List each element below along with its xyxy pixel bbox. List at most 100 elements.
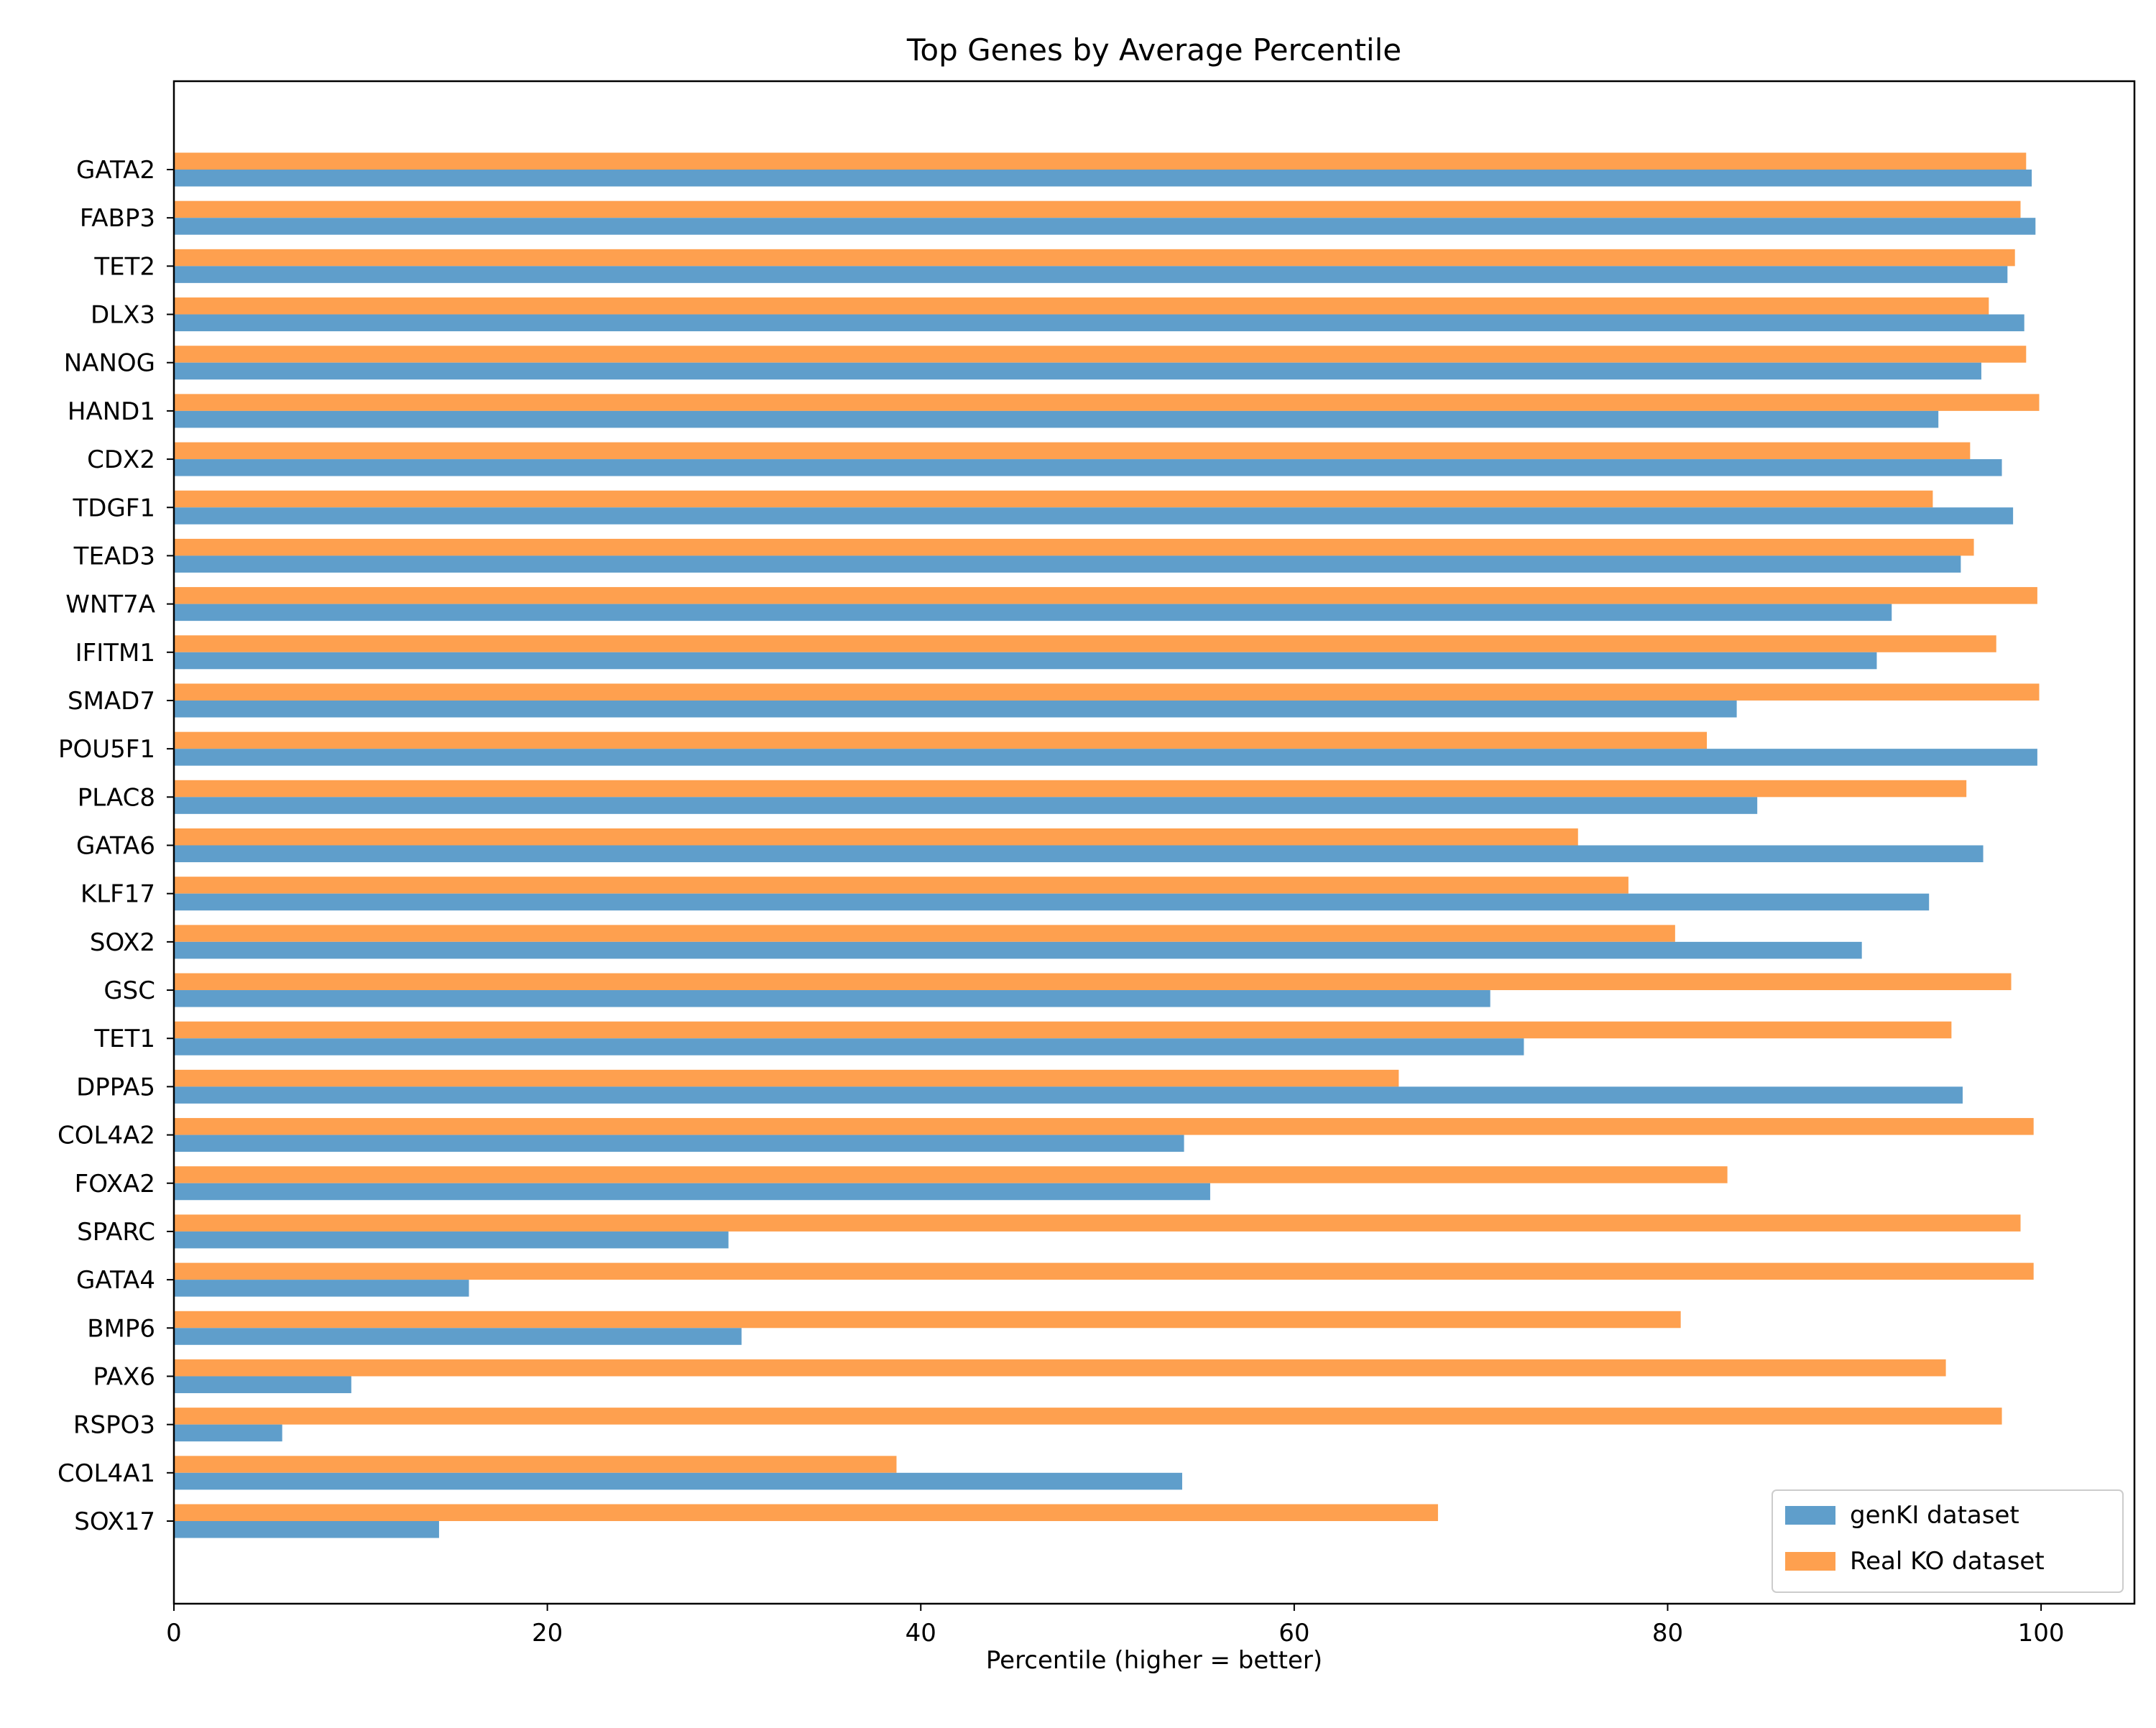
- bar-genki-foxa2: [174, 1183, 1210, 1201]
- bar-genki-rspo3: [174, 1424, 282, 1442]
- y-tick-label: PLAC8: [78, 783, 155, 812]
- y-tick-label: HAND1: [68, 397, 155, 426]
- y-tick-label: TET2: [93, 252, 155, 281]
- y-tick-label: SMAD7: [68, 687, 155, 716]
- y-tick-label: BMP6: [87, 1314, 155, 1343]
- y-tick-label: SOX2: [90, 928, 155, 957]
- bar-real-ko-pax6: [174, 1359, 1946, 1377]
- bar-genki-smad7: [174, 700, 1737, 718]
- x-tick-label: 40: [906, 1619, 936, 1648]
- x-tick-label: 80: [1652, 1619, 1683, 1648]
- bar-real-ko-sox2: [174, 925, 1675, 942]
- bar-real-ko-gata4: [174, 1262, 2034, 1280]
- bar-genki-plac8: [174, 797, 1758, 814]
- bar-real-ko-col4a2: [174, 1118, 2034, 1135]
- bar-real-ko-bmp6: [174, 1311, 1681, 1329]
- x-axis-label: Percentile (higher = better): [986, 1646, 1322, 1675]
- y-tick-label: POU5F1: [58, 735, 155, 764]
- bar-genki-hand1: [174, 410, 1939, 428]
- y-tick-label: COL4A2: [57, 1122, 155, 1150]
- bar-genki-pou5f1: [174, 749, 2037, 766]
- bar-genki-sox17: [174, 1521, 439, 1538]
- bar-genki-dppa5: [174, 1086, 1963, 1104]
- legend-label-genki: genKI dataset: [1850, 1501, 2019, 1530]
- bar-real-ko-foxa2: [174, 1166, 1728, 1183]
- y-tick-label: SOX17: [74, 1507, 155, 1536]
- y-tick-label: TDGF1: [73, 494, 155, 522]
- bar-real-ko-hand1: [174, 394, 2040, 411]
- bar-genki-cdx2: [174, 459, 2002, 476]
- y-tick-label: WNT7A: [65, 591, 155, 619]
- y-tick-label: CDX2: [87, 445, 155, 474]
- bar-real-ko-dlx3: [174, 297, 1989, 315]
- y-tick-label: IFITM1: [75, 639, 155, 667]
- y-tick-label: KLF17: [80, 880, 155, 909]
- legend-label-real-ko: Real KO dataset: [1850, 1547, 2045, 1576]
- y-tick-label: NANOG: [64, 349, 155, 378]
- y-tick-label: DLX3: [91, 301, 155, 330]
- x-tick-label: 100: [2018, 1619, 2065, 1648]
- bar-real-ko-pou5f1: [174, 731, 1708, 749]
- bar-genki-gata6: [174, 845, 1984, 863]
- bar-real-ko-col4a1: [174, 1456, 897, 1473]
- y-tick-label: PAX6: [93, 1362, 155, 1391]
- bar-real-ko-wnt7a: [174, 587, 2037, 604]
- y-tick-label: FOXA2: [75, 1170, 155, 1198]
- y-tick-label: GSC: [103, 976, 155, 1005]
- legend-swatch-genki: [1785, 1506, 1835, 1525]
- bar-genki-ifitm1: [174, 652, 1877, 670]
- bar-genki-tet1: [174, 1038, 1524, 1055]
- bar-genki-sox2: [174, 941, 1862, 959]
- x-tick-label: 60: [1279, 1619, 1309, 1648]
- bar-real-ko-ifitm1: [174, 635, 1996, 652]
- y-tick-label: GATA4: [76, 1266, 155, 1295]
- bar-genki-col4a2: [174, 1135, 1184, 1152]
- bar-genki-tead3: [174, 555, 1961, 573]
- bar-genki-gata2: [174, 170, 2032, 187]
- bar-real-ko-plac8: [174, 780, 1967, 798]
- bar-genki-nanog: [174, 362, 1981, 380]
- bar-real-ko-gata6: [174, 828, 1578, 846]
- bar-real-ko-smad7: [174, 683, 2040, 701]
- bar-genki-gsc: [174, 990, 1491, 1007]
- chart-title: Top Genes by Average Percentile: [906, 32, 1401, 68]
- y-tick-label: TET1: [93, 1025, 155, 1053]
- y-tick-label: RSPO3: [73, 1411, 155, 1440]
- bar-genki-sparc: [174, 1231, 729, 1249]
- y-tick-label: SPARC: [77, 1218, 155, 1247]
- y-tick-label: FABP3: [80, 204, 155, 233]
- legend: genKI dataset Real KO dataset: [1772, 1489, 2124, 1593]
- legend-box: [1772, 1489, 2124, 1593]
- plot-frame: [172, 80, 2136, 1605]
- bar-real-ko-tet2: [174, 249, 2015, 267]
- bar-real-ko-klf17: [174, 877, 1628, 894]
- bar-genki-pax6: [174, 1376, 351, 1393]
- bar-real-ko-dppa5: [174, 1069, 1399, 1087]
- bar-real-ko-gata2: [174, 152, 2027, 170]
- bar-genki-tet2: [174, 266, 2008, 283]
- bar-real-ko-tet1: [174, 1021, 1952, 1039]
- y-tick-label: COL4A1: [57, 1459, 155, 1488]
- bar-genki-klf17: [174, 893, 1930, 911]
- y-tick-label: GATA2: [76, 156, 155, 185]
- bar-genki-wnt7a: [174, 604, 1892, 622]
- bar-real-ko-rspo3: [174, 1408, 2002, 1425]
- y-tick-label: TEAD3: [73, 542, 155, 570]
- y-tick-label: GATA6: [76, 832, 155, 861]
- bar-real-ko-sox17: [174, 1504, 1438, 1521]
- x-tick-label: 20: [532, 1619, 563, 1648]
- bar-genki-dlx3: [174, 314, 2024, 332]
- bar-real-ko-tdgf1: [174, 490, 1933, 508]
- bar-genki-tdgf1: [174, 507, 2014, 525]
- legend-swatch-real-ko: [1785, 1552, 1835, 1571]
- bar-genki-gata4: [174, 1280, 469, 1297]
- bar-real-ko-cdx2: [174, 442, 1971, 460]
- bar-real-ko-tead3: [174, 538, 1974, 556]
- bar-real-ko-fabp3: [174, 200, 2021, 218]
- bar-genki-fabp3: [174, 218, 2036, 235]
- bar-real-ko-gsc: [174, 973, 2012, 991]
- bar-genki-bmp6: [174, 1328, 742, 1345]
- bar-real-ko-sparc: [174, 1214, 2021, 1232]
